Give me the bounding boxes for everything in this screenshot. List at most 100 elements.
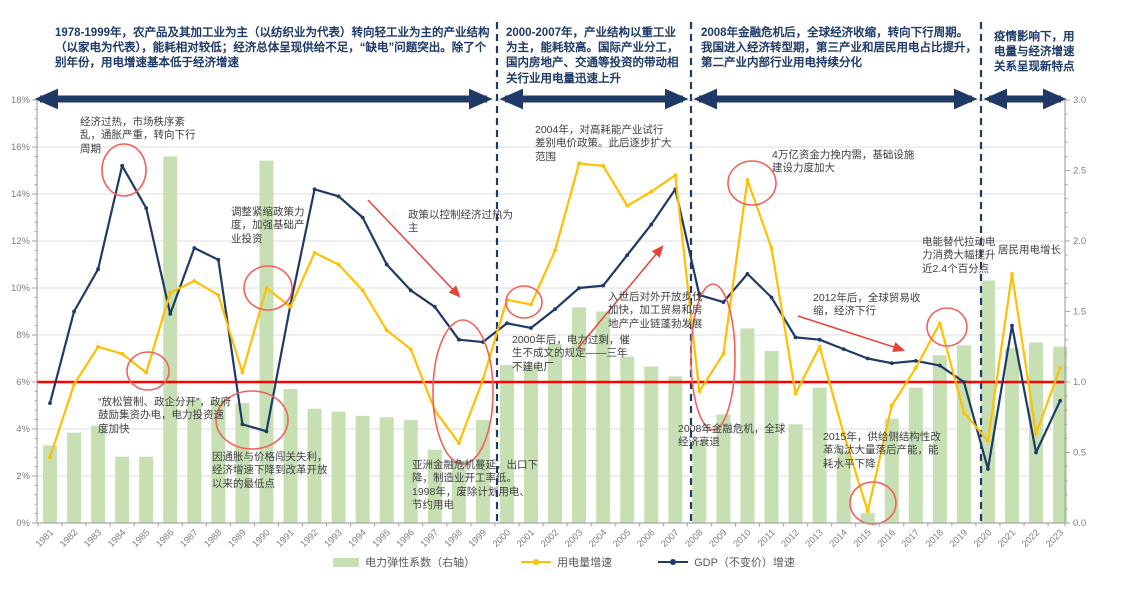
x-axis-label: 2014 [827,527,849,549]
x-axis-label: 2017 [900,527,922,549]
x-axis-label: 1995 [370,527,392,549]
legend-line-swatch [521,558,552,565]
elasticity-bar [524,365,538,523]
electricity-growth-line-marker [240,370,245,375]
chart-annotation: 经济过热，市场秩序紊乱，通胀严重，转向下行周期 [80,116,196,155]
gdp-growth-line-marker [192,246,197,250]
legend-item: 电力弹性系数（右轴） [333,554,475,570]
elasticity-bar [427,449,442,523]
chart-annotation: 入世后对外开放步伐加快，加工贸易和房地产产业链蓬勃发展 [608,291,703,330]
gdp-growth-line-marker [505,321,509,326]
elasticity-bar [115,456,130,523]
period-note-2: 2000-2007年，产业结构以重工业为主，能耗较高。国际产业分工，国内房地产、… [506,27,679,85]
gdp-growth-line-marker [817,337,822,342]
electricity-growth-line-marker [168,290,173,295]
gdp-growth-line-marker [240,422,245,427]
legend-line-marker [670,558,677,565]
gdp-growth-line-marker [793,335,798,340]
elasticity-bar [572,307,587,523]
highlight-circle [243,265,293,311]
chart-annotation: 居民用电增长 [998,244,1061,256]
elasticity-bar [187,398,202,523]
legend-line-swatch [658,558,689,565]
x-axis-label: 2012 [779,527,801,549]
gdp-growth-line-marker [48,401,52,406]
highlight-circle [101,143,147,197]
gdp-growth-line-marker [937,363,942,368]
elasticity-bar [91,425,106,523]
elasticity-bar [932,355,947,523]
electricity-growth-line-marker [456,441,461,445]
chart-annotation: 2000年后，电力过剩，催生不成文的规定——三年不建电厂 [512,334,630,373]
chart-annotation: 4万亿资金力挽内需，基础设施建设力度加大 [772,149,915,175]
left-axis-label: 10% [11,283,31,294]
gdp-growth-line-marker [889,361,894,366]
elasticity-bar [307,408,322,523]
electricity-growth-line-marker [216,293,221,297]
electricity-growth-line-marker [192,279,197,283]
legend-item: 用电量增速 [521,554,612,570]
x-axis-label: 1992 [298,527,320,549]
legend-label: 用电量增速 [557,557,613,569]
elasticity-bar [355,415,370,523]
electricity-growth-line-marker [721,351,726,356]
elasticity-bar [451,460,466,523]
electricity-growth-line-marker [817,344,822,349]
electricity-growth-line-marker [48,455,52,460]
gdp-growth-line-marker [913,358,918,363]
x-axis-label: 1988 [202,527,224,549]
x-axis-label: 2022 [1020,527,1042,549]
x-axis-label: 2001 [515,527,537,549]
gdp-growth-line-marker [456,337,461,342]
electricity-growth-line-marker [553,248,557,253]
annotation-arrow [367,199,461,298]
electricity-growth-line-marker [481,377,485,382]
right-axis-label: 1.0 [1073,377,1086,388]
gdp-growth-line-marker [601,283,606,288]
electricity-growth-line-marker [865,509,870,514]
gdp-growth-line-marker [1034,450,1038,455]
gdp-growth-line-marker [432,304,437,309]
x-axis-label: 2006 [635,527,657,549]
gdp-growth-line-marker [144,206,149,211]
elasticity-bar [43,445,57,523]
elasticity-bar [548,343,563,523]
elasticity-bar [692,441,707,523]
annotation-arrow [797,315,906,352]
x-axis-label: 1990 [250,527,272,549]
elasticity-bar [980,280,995,523]
elasticity-bar [67,432,82,523]
elasticity-bar [740,328,755,523]
elasticity-bar [283,389,298,523]
left-axis-label: 16% [11,142,31,153]
gdp-growth-line-marker [264,429,269,434]
electricity-growth-line-marker [1010,272,1014,276]
gdp-growth-line-marker [721,300,726,304]
x-axis-label: 1998 [443,527,465,549]
chart-annotation: 亚洲金融危机蔓延，出口下降，制造业开工率低。1998年，废除计划用电、节约用电 [412,459,538,512]
gdp-growth-line-marker [986,467,990,471]
elasticity-bar [499,365,514,523]
elasticity-bar [1005,348,1019,523]
gdp-growth-line-marker [841,347,846,351]
x-axis-label: 2003 [563,527,585,549]
x-axis-label: 1983 [82,527,104,549]
highlight-circle [690,283,736,431]
chart-annotation: 2004年，对高耗能产业试行差别电价政策。此后逐步扩大范围 [535,124,672,163]
electricity-growth-line-marker [937,321,942,326]
annotation-arrow [577,245,664,349]
x-axis-label: 1986 [154,527,176,549]
x-axis-label: 2008 [683,527,705,549]
electricity-growth-line-marker [72,382,76,387]
electricity-growth-line-marker [601,163,606,168]
elasticity-bar [860,513,875,523]
electricity-growth-line-marker [529,302,533,307]
electricity-growth-line-marker [649,189,654,194]
highlight-circle [126,351,170,391]
electricity-growth-line-marker [144,370,149,375]
gdp-growth-line-marker [312,187,317,192]
x-axis-label: 2018 [924,527,946,549]
gdp-growth-line-marker [120,163,125,168]
elasticity-bar [235,403,250,523]
elasticity-bar [812,387,827,523]
